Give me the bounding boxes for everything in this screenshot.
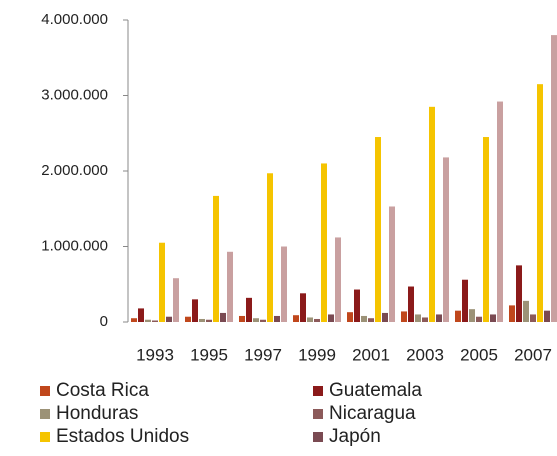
y-tick-label: 3.000.000: [41, 86, 108, 103]
legend-marker: [313, 409, 323, 419]
y-tick-label: 4.000.000: [41, 11, 108, 28]
bar: [145, 319, 151, 322]
bar: [408, 286, 414, 322]
bar: [476, 316, 482, 322]
bar: [523, 300, 529, 322]
bar: [213, 195, 219, 322]
bar: [436, 314, 442, 322]
bar: [382, 312, 388, 322]
bar: [246, 297, 252, 322]
x-tick-label: 1995: [190, 345, 228, 364]
bar: [389, 206, 395, 322]
x-tick-label: 2007: [514, 345, 552, 364]
y-tick-label: 0: [100, 313, 108, 330]
bar: [483, 137, 489, 322]
x-tick-label: 2003: [406, 345, 444, 364]
bar: [469, 309, 475, 322]
bar: [166, 316, 172, 322]
bar: [281, 246, 287, 322]
bar: [537, 84, 543, 322]
x-tick-label: 1993: [136, 345, 174, 364]
bar: [220, 312, 226, 322]
legend-marker: [40, 409, 50, 419]
bar: [375, 137, 381, 322]
bar: [227, 251, 233, 322]
bar: [206, 319, 212, 322]
bar: [335, 237, 341, 322]
bar: [443, 157, 449, 322]
bar: [530, 314, 536, 322]
bar: [415, 314, 421, 322]
legend-marker: [313, 432, 323, 442]
x-tick-label: 2005: [460, 345, 498, 364]
bar: [253, 318, 259, 322]
bar: [138, 308, 144, 322]
legend-label: Nicaragua: [329, 403, 416, 424]
bar: [509, 305, 515, 322]
bar: [267, 173, 273, 322]
x-tick-label: 1999: [298, 345, 336, 364]
bar: [516, 265, 522, 322]
bar: [551, 35, 557, 322]
bar: [314, 318, 320, 322]
x-tick-label: 2001: [352, 345, 390, 364]
bar: [159, 242, 165, 322]
legend-label: Japón: [329, 426, 381, 447]
bar: [260, 319, 266, 322]
y-tick-label: 1.000.000: [41, 237, 108, 254]
bar: [497, 101, 503, 322]
legend-label: Costa Rica: [56, 380, 149, 401]
bar: [173, 278, 179, 322]
legend-label: Estados Unidos: [56, 426, 189, 447]
bar: [152, 320, 158, 322]
bar: [354, 289, 360, 322]
bar: [293, 315, 299, 322]
bar: [300, 293, 306, 322]
legend-marker: [40, 432, 50, 442]
bar: [199, 318, 205, 322]
bar: [462, 279, 468, 322]
bar: [347, 312, 353, 322]
bar: [422, 317, 428, 322]
bar: [544, 310, 550, 322]
x-tick-label: 1997: [244, 345, 282, 364]
bar: [455, 310, 461, 322]
y-tick-label: 2.000.000: [41, 162, 108, 179]
legend-label: Guatemala: [329, 380, 422, 401]
bar: [429, 106, 435, 322]
legend-marker: [313, 386, 323, 396]
bar: [401, 311, 407, 322]
bar: [239, 315, 245, 322]
bar: [307, 317, 313, 322]
bar: [192, 299, 198, 322]
bar: [274, 315, 280, 322]
bar: [185, 316, 191, 322]
legend-label: Honduras: [56, 403, 138, 424]
legend-marker: [40, 386, 50, 396]
bar: [131, 318, 137, 322]
bar: [328, 314, 334, 322]
bar: [368, 318, 374, 322]
bar: [361, 315, 367, 322]
bar: [490, 314, 496, 322]
bar: [321, 163, 327, 322]
